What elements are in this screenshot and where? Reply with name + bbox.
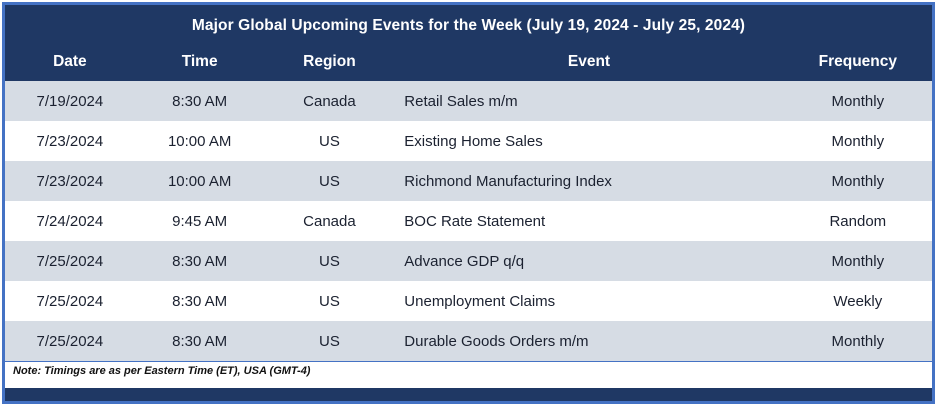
table-cell: US — [264, 241, 395, 281]
table-cell: 7/23/2024 — [5, 161, 135, 201]
header-row: Date Time Region Event Frequency — [5, 45, 932, 81]
table-cell: 7/19/2024 — [5, 81, 135, 121]
table-cell: Monthly — [783, 321, 932, 361]
table-cell: 10:00 AM — [134, 121, 265, 161]
table-cell: BOC Rate Statement — [394, 201, 784, 241]
table-row: 7/25/2024 8:30 AM US Advance GDP q/q Monthly — [5, 241, 932, 281]
table-row: 7/23/2024 10:00 AM US Existing Home Sales Mo… — [5, 121, 932, 161]
table-cell: Advance GDP q/q — [394, 241, 784, 281]
table-row: 7/19/2024 8:30 AM Canada Retail Sales m/m Mo… — [5, 81, 932, 121]
table-cell: Existing Home Sales — [394, 121, 784, 161]
header-event: Event — [394, 45, 784, 81]
table-cell: Durable Goods Orders m/m — [394, 321, 784, 361]
events-table-frame: Major Global Upcoming Events for the Wee… — [2, 2, 935, 404]
table-cell: 8:30 AM — [134, 321, 265, 361]
table-cell: 8:30 AM — [134, 281, 265, 321]
table-row: 7/23/2024 10:00 AM US Richmond Manufacturin… — [5, 161, 932, 201]
table-cell: Monthly — [783, 161, 932, 201]
events-table: Date Time Region Event Frequency 7/19/20… — [5, 45, 932, 361]
table-cell: US — [264, 281, 395, 321]
header-frequency: Frequency — [783, 45, 932, 81]
header-region: Region — [264, 45, 395, 81]
table-cell: Weekly — [783, 281, 932, 321]
table-cell: Random — [783, 201, 932, 241]
footer-bar — [5, 388, 932, 401]
table-cell: US — [264, 121, 395, 161]
table-cell: 7/25/2024 — [5, 321, 135, 361]
table-row: 7/25/2024 8:30 AM US Unemployment Claims Wee… — [5, 281, 932, 321]
table-cell: Monthly — [783, 81, 932, 121]
table-cell: Unemployment Claims — [394, 281, 784, 321]
table-row: 7/25/2024 8:30 AM US Durable Goods Orders m… — [5, 321, 932, 361]
table-cell: 8:30 AM — [134, 81, 265, 121]
table-cell: US — [264, 321, 395, 361]
table-row: 7/24/2024 9:45 AM Canada BOC Rate Statement… — [5, 201, 932, 241]
table-cell: 7/25/2024 — [5, 241, 135, 281]
header-time: Time — [134, 45, 265, 81]
header-date: Date — [5, 45, 135, 81]
table-cell: Retail Sales m/m — [394, 81, 784, 121]
table-cell: 7/25/2024 — [5, 281, 135, 321]
table-title: Major Global Upcoming Events for the Wee… — [5, 5, 932, 45]
table-cell: 8:30 AM — [134, 241, 265, 281]
table-cell: US — [264, 161, 395, 201]
table-cell: Monthly — [783, 121, 932, 161]
footnote: Note: Timings are as per Eastern Time (E… — [5, 361, 932, 381]
table-cell: Canada — [264, 201, 395, 241]
table-cell: 9:45 AM — [134, 201, 265, 241]
table-cell: Canada — [264, 81, 395, 121]
table-cell: 10:00 AM — [134, 161, 265, 201]
table-cell: Richmond Manufacturing Index — [394, 161, 784, 201]
table-cell: 7/23/2024 — [5, 121, 135, 161]
table-cell: 7/24/2024 — [5, 201, 135, 241]
table-cell: Monthly — [783, 241, 932, 281]
